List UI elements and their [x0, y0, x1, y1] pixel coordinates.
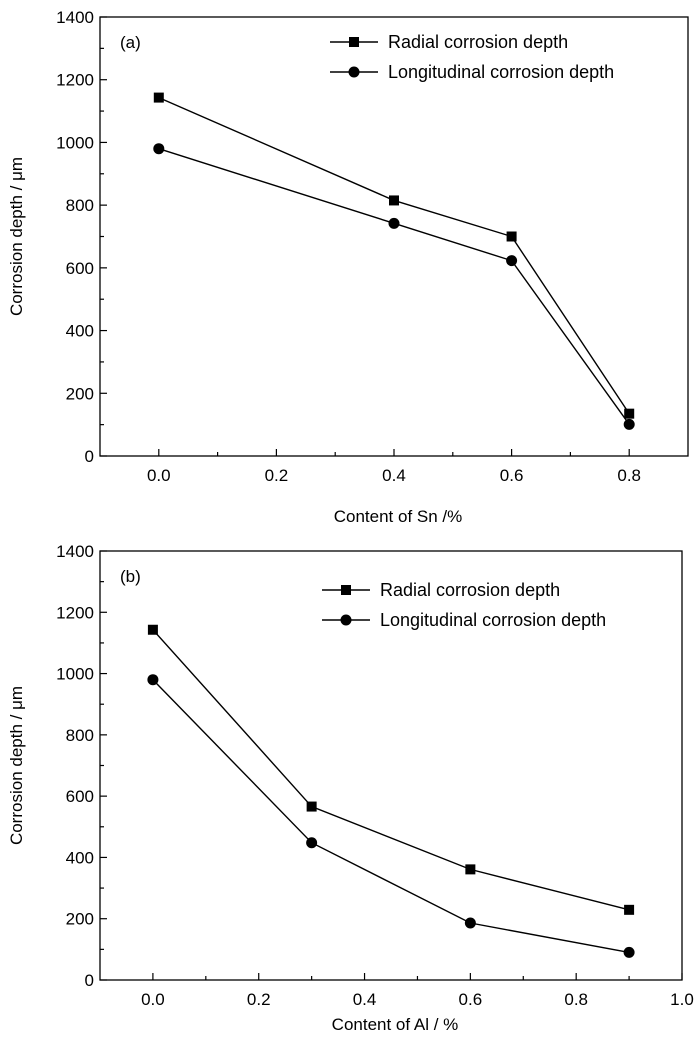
y-tick-label: 1400: [56, 8, 94, 27]
data-point-longitudinal: [153, 143, 165, 155]
data-point-longitudinal: [623, 946, 635, 958]
panel-label: (a): [120, 33, 141, 52]
data-point-radial: [147, 624, 158, 635]
y-tick-label: 1400: [56, 542, 94, 561]
chart-panel-b: 0 200 400 600 800 1000 1200 1400 0.0 0.2 0.4 0.6 0.8…: [7, 542, 694, 1034]
x-tick-label: 0.4: [382, 466, 406, 485]
legend-marker-circle: [340, 614, 352, 626]
data-point-longitudinal: [147, 674, 159, 686]
y-tick-label: 1200: [56, 603, 94, 622]
panel-label: (b): [120, 567, 141, 586]
data-point-radial: [465, 864, 476, 875]
y-axis-title: Corrosion depth / μm: [7, 157, 26, 316]
data-point-radial: [153, 92, 164, 103]
x-tick-label: 0.4: [353, 990, 377, 1009]
data-point-longitudinal: [506, 255, 518, 267]
legend-label: Longitudinal corrosion depth: [380, 610, 606, 630]
legend-label: Radial corrosion depth: [388, 32, 568, 52]
x-axis-title: Content of Sn /%: [334, 507, 463, 526]
y-tick-label: 800: [66, 196, 94, 215]
y-tick-label: 600: [66, 787, 94, 806]
data-point-radial: [389, 195, 399, 206]
data-point-longitudinal: [388, 217, 400, 229]
x-tick-label: 0.2: [247, 990, 271, 1009]
y-tick-label: 0: [85, 971, 94, 990]
y-tick-label: 200: [66, 384, 94, 403]
y-tick-label: 1200: [56, 71, 94, 90]
chart-panel-a: 0 200 400 600 800 1000 1200 1400 0.0 0.2 0.4 0.6 0.8…: [7, 8, 689, 526]
data-point-radial: [624, 408, 635, 419]
y-axis-title: Corrosion depth / μm: [7, 686, 26, 845]
series-line-longitudinal: [152, 679, 630, 954]
x-tick-label: 0.6: [500, 466, 524, 485]
y-tick-label: 0: [85, 447, 94, 466]
x-tick-label: 0.8: [617, 466, 641, 485]
series-line-longitudinal: [158, 148, 630, 425]
y-tick-label: 1000: [56, 133, 94, 152]
y-tick-label: 400: [66, 322, 94, 341]
legend-marker-square: [349, 37, 359, 47]
x-tick-label: 0.2: [265, 466, 289, 485]
data-point-longitudinal: [306, 837, 318, 849]
legend-marker-circle: [348, 66, 360, 78]
x-tick-label: 1.0: [670, 990, 694, 1009]
legend-label: Longitudinal corrosion depth: [388, 62, 614, 82]
x-tick-label: 0.0: [141, 990, 165, 1009]
plot-frame: [99, 16, 689, 457]
y-tick-label: 600: [66, 259, 94, 278]
x-tick-label: 0.6: [459, 990, 483, 1009]
series-line-radial: [158, 96, 630, 415]
y-tick-label: 800: [66, 726, 94, 745]
data-point-longitudinal: [464, 917, 476, 929]
data-point-radial: [306, 801, 317, 812]
x-axis-title: Content of Al / %: [332, 1015, 459, 1034]
x-tick-label: 0.8: [564, 990, 588, 1009]
legend-marker-square: [341, 585, 351, 595]
y-tick-label: 400: [66, 848, 94, 867]
data-point-radial: [506, 231, 517, 242]
y-tick-label: 200: [66, 910, 94, 929]
data-point-radial: [624, 904, 635, 915]
y-tick-label: 1000: [56, 665, 94, 684]
series-line-radial: [152, 629, 630, 911]
legend-label: Radial corrosion depth: [380, 580, 560, 600]
x-tick-label: 0.0: [147, 466, 171, 485]
data-point-longitudinal: [623, 418, 635, 430]
